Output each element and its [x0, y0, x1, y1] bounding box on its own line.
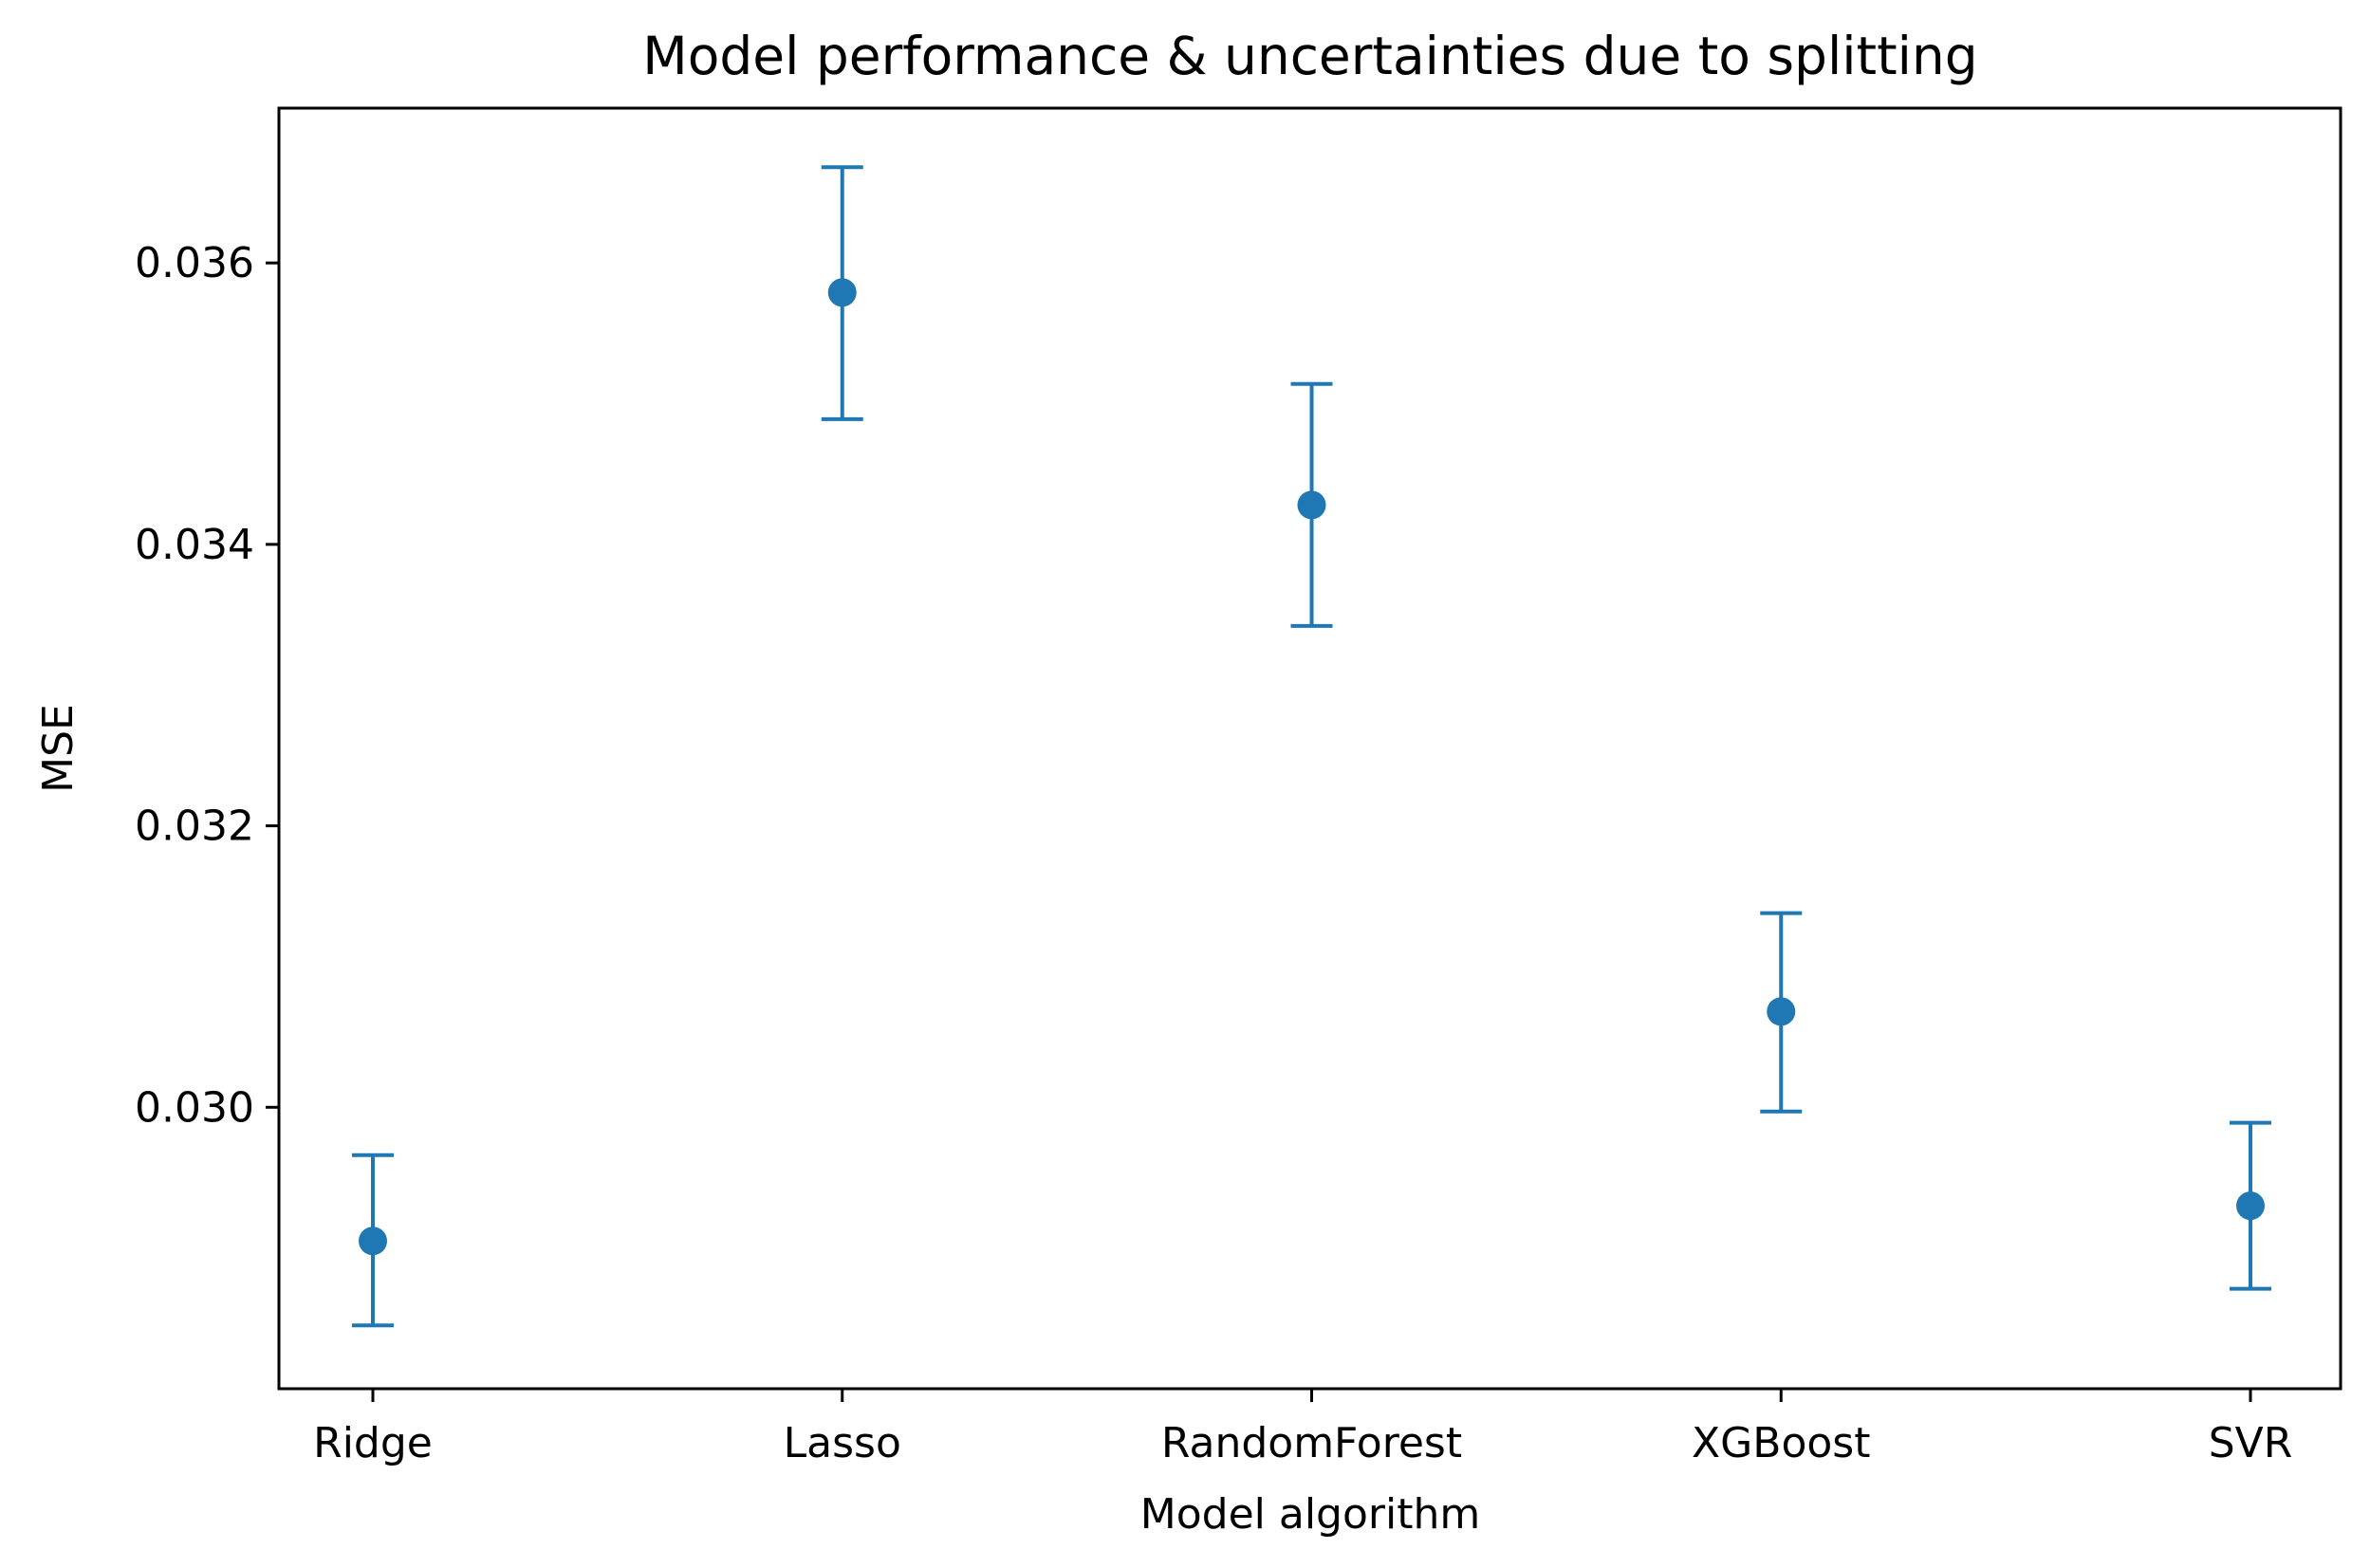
x-axis-label: Model algorithm — [1140, 1490, 1480, 1539]
data-point — [2236, 1191, 2265, 1221]
x-tick-label: RandomForest — [1161, 1419, 1462, 1467]
chart-title: Model performance & uncertainties due to… — [642, 26, 1977, 86]
x-tick-label: XGBoost — [1692, 1419, 1870, 1467]
plot-area — [277, 106, 2342, 1391]
y-tick-label: 0.036 — [135, 239, 254, 287]
x-tick-label: SVR — [2209, 1419, 2293, 1467]
data-point — [827, 278, 857, 307]
y-axis-label: MSE — [34, 704, 83, 793]
data-series — [352, 165, 2271, 1328]
y-axis: 0.030 0.032 0.034 0.036 — [135, 239, 279, 1132]
x-tick-label: Lasso — [784, 1419, 901, 1467]
x-axis: Ridge Lasso RandomForest XGBoost SVR — [313, 1389, 2292, 1467]
y-tick-label: 0.034 — [135, 521, 254, 569]
y-tick-label: 0.032 — [135, 802, 254, 851]
data-point — [1767, 997, 1796, 1026]
x-tick-label: Ridge — [313, 1419, 433, 1467]
data-point — [1297, 490, 1326, 520]
y-tick-label: 0.030 — [135, 1083, 254, 1132]
data-point — [359, 1227, 387, 1256]
